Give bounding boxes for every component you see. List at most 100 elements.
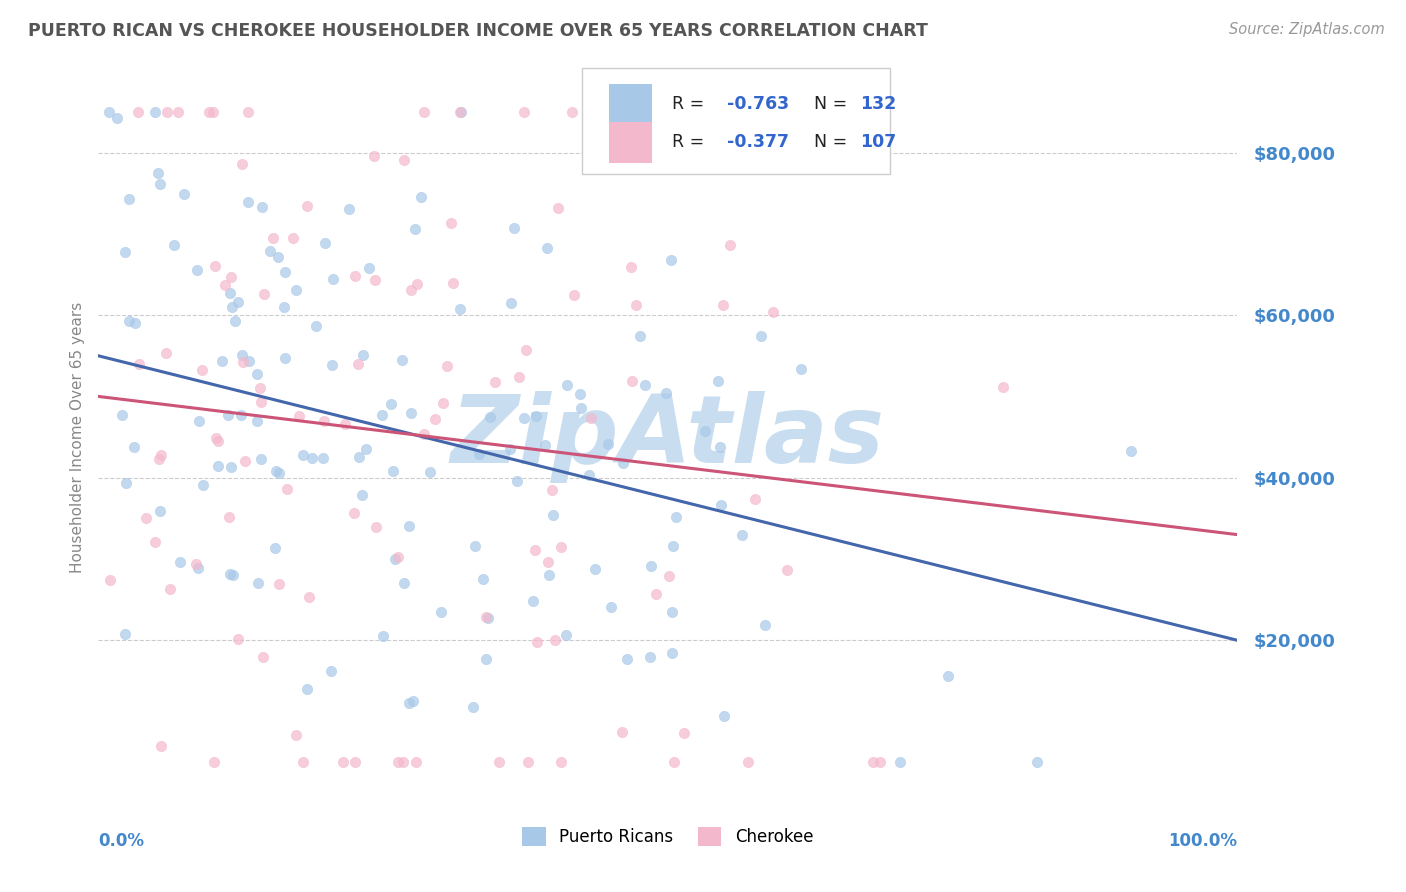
Point bbox=[156, 105, 179, 120]
Point bbox=[343, 506, 366, 520]
Point bbox=[155, 346, 177, 360]
Point bbox=[488, 755, 510, 769]
Point bbox=[790, 361, 813, 376]
Text: R =: R = bbox=[672, 95, 710, 113]
Point bbox=[612, 725, 634, 739]
Point bbox=[205, 431, 228, 445]
Point bbox=[537, 567, 560, 582]
Point bbox=[477, 611, 499, 625]
Point bbox=[534, 438, 557, 452]
Point bbox=[274, 351, 297, 365]
Point bbox=[550, 540, 572, 554]
Text: -0.763: -0.763 bbox=[727, 95, 789, 113]
Text: R =: R = bbox=[672, 134, 710, 152]
Point bbox=[262, 230, 284, 244]
Point bbox=[357, 261, 380, 276]
Point bbox=[250, 200, 273, 214]
Point bbox=[128, 357, 150, 371]
Point bbox=[658, 569, 681, 583]
Point bbox=[298, 590, 321, 604]
Point bbox=[399, 406, 422, 420]
FancyBboxPatch shape bbox=[582, 68, 890, 174]
Point bbox=[347, 450, 370, 464]
Point bbox=[398, 697, 420, 711]
Point bbox=[501, 295, 523, 310]
Point bbox=[297, 681, 319, 696]
Point bbox=[616, 652, 638, 666]
Point bbox=[404, 222, 426, 236]
Point bbox=[398, 519, 420, 533]
Point bbox=[115, 475, 138, 490]
Point bbox=[562, 288, 585, 302]
Point bbox=[273, 264, 295, 278]
Point bbox=[250, 451, 273, 466]
Point bbox=[449, 302, 471, 317]
Point bbox=[319, 664, 342, 678]
Point bbox=[354, 442, 377, 456]
Point bbox=[474, 652, 496, 666]
Point bbox=[579, 411, 602, 425]
Point bbox=[432, 395, 454, 409]
Point bbox=[762, 305, 785, 319]
Point bbox=[98, 573, 121, 587]
Point bbox=[526, 635, 548, 649]
Point bbox=[693, 424, 716, 438]
Point bbox=[467, 447, 489, 461]
Point bbox=[276, 482, 298, 496]
Point bbox=[599, 600, 621, 615]
Point bbox=[221, 567, 243, 582]
Point bbox=[436, 359, 458, 374]
Point bbox=[344, 755, 367, 769]
Point bbox=[506, 474, 529, 488]
Point bbox=[252, 649, 274, 664]
Point bbox=[662, 539, 685, 553]
Point bbox=[711, 298, 734, 312]
Point bbox=[673, 726, 696, 740]
Legend: Puerto Ricans, Cherokee: Puerto Ricans, Cherokee bbox=[516, 821, 820, 853]
Point bbox=[391, 352, 413, 367]
Point bbox=[363, 149, 385, 163]
Point bbox=[517, 755, 540, 769]
Point bbox=[513, 105, 536, 120]
Point bbox=[150, 449, 173, 463]
Point bbox=[508, 369, 530, 384]
Point bbox=[246, 576, 269, 591]
Point bbox=[554, 628, 576, 642]
Point bbox=[233, 454, 256, 468]
Point bbox=[236, 194, 259, 209]
Point bbox=[111, 409, 134, 423]
Point bbox=[186, 558, 208, 572]
Point bbox=[536, 240, 558, 254]
Point bbox=[522, 594, 544, 608]
Point bbox=[226, 632, 249, 646]
Point bbox=[301, 450, 323, 465]
Point bbox=[591, 105, 613, 120]
Point bbox=[264, 464, 287, 478]
Point bbox=[655, 386, 678, 401]
Text: 100.0%: 100.0% bbox=[1168, 832, 1237, 850]
Point bbox=[371, 409, 394, 423]
Point bbox=[541, 508, 564, 522]
FancyBboxPatch shape bbox=[609, 122, 652, 162]
Point bbox=[387, 755, 409, 769]
Point bbox=[602, 142, 624, 156]
Point bbox=[381, 464, 404, 478]
Point bbox=[471, 572, 494, 586]
Point bbox=[207, 434, 229, 449]
Point bbox=[640, 558, 662, 573]
Point bbox=[344, 269, 367, 284]
Point bbox=[634, 377, 657, 392]
Point bbox=[515, 343, 537, 358]
Text: ZipAtlas: ZipAtlas bbox=[451, 391, 884, 483]
Point bbox=[513, 411, 536, 425]
Point bbox=[204, 260, 226, 274]
Point bbox=[98, 105, 121, 120]
Point bbox=[380, 396, 402, 410]
Point bbox=[661, 646, 683, 660]
Point bbox=[399, 284, 422, 298]
Point bbox=[503, 221, 526, 235]
Point bbox=[1026, 755, 1049, 769]
Point bbox=[630, 105, 652, 120]
Point bbox=[862, 755, 884, 769]
Point bbox=[537, 556, 560, 570]
